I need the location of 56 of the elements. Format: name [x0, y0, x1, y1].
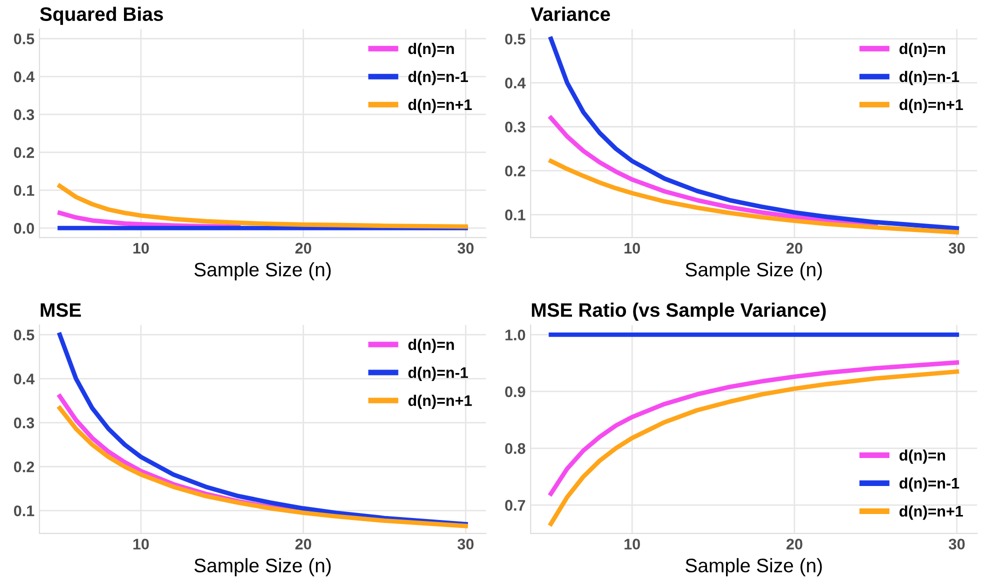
legend-label: d(n)=n-1 — [408, 366, 468, 382]
y-tick-label: 0.3 — [14, 109, 34, 120]
x-tick-label: 10 — [624, 538, 640, 550]
x-tick-label: 10 — [133, 538, 149, 550]
x-tick-label: 10 — [133, 242, 149, 254]
x-axis-title: Sample Size (n) — [194, 262, 331, 280]
legend-label: d(n)=n-1 — [899, 70, 960, 86]
chart-title: MSE Ratio (vs Sample Variance) — [532, 302, 826, 321]
y-tick-label: 0.4 — [14, 374, 35, 384]
x-tick-label: 30 — [458, 242, 474, 254]
legend-label: d(n)=n+1 — [408, 394, 472, 410]
x-axis-title: Sample Size (n) — [194, 558, 331, 576]
y-tick-label: 0.8 — [505, 443, 526, 454]
y-tick-label: 0.1 — [505, 210, 526, 220]
x-axis-title: Sample Size (n) — [686, 558, 822, 576]
legend-label: d(n)=n — [899, 42, 946, 58]
y-tick-label: 0.7 — [505, 500, 526, 511]
x-axis-title: Sample Size (n) — [686, 262, 822, 280]
x-tick-label: 20 — [786, 538, 802, 550]
x-tick-label: 20 — [295, 242, 312, 254]
y-tick-label: 0.5 — [14, 33, 34, 44]
legend-label: d(n)=n — [408, 338, 454, 354]
line-series — [58, 184, 468, 229]
y-tick-label: 0.2 — [505, 166, 526, 176]
y-tick-label: 0.9 — [505, 386, 526, 398]
x-tick-label: 10 — [624, 242, 640, 254]
x-tick-label: 30 — [948, 538, 965, 550]
legend-label: d(n)=n-1 — [899, 477, 960, 492]
legend-label: d(n)=n+1 — [899, 98, 963, 114]
line-series — [548, 158, 960, 234]
x-tick-label: 30 — [458, 538, 474, 550]
chart-title: Variance — [530, 6, 610, 22]
legend-label: d(n)=n+1 — [899, 505, 963, 520]
y-tick-label: 0.0 — [14, 222, 34, 234]
legend-label: d(n)=n+1 — [408, 98, 472, 114]
legend-label: d(n)=n — [408, 42, 454, 58]
y-tick-label: 0.1 — [14, 185, 34, 196]
y-tick-label: 0.4 — [14, 71, 35, 82]
y-tick-label: 0.5 — [505, 34, 526, 45]
legend-label: d(n)=n — [899, 449, 946, 464]
y-tick-label: 0.3 — [505, 122, 526, 132]
y-tick-label: 0.2 — [14, 147, 34, 158]
chart-title: MSE — [40, 303, 81, 317]
x-tick-label: 20 — [786, 242, 802, 254]
x-tick-label: 30 — [948, 242, 965, 254]
y-tick-label: 0.2 — [14, 461, 34, 472]
y-tick-label: 0.5 — [14, 330, 34, 340]
line-series — [548, 116, 878, 228]
chart-title: Squared Bias — [40, 6, 163, 25]
x-tick-label: 20 — [295, 538, 312, 550]
line-series — [548, 360, 960, 496]
y-tick-label: 0.1 — [14, 505, 34, 516]
y-tick-label: 1.0 — [505, 330, 526, 340]
legend-label: d(n)=n-1 — [408, 70, 468, 86]
y-tick-label: 0.4 — [505, 78, 526, 88]
y-tick-label: 0.3 — [14, 418, 34, 428]
